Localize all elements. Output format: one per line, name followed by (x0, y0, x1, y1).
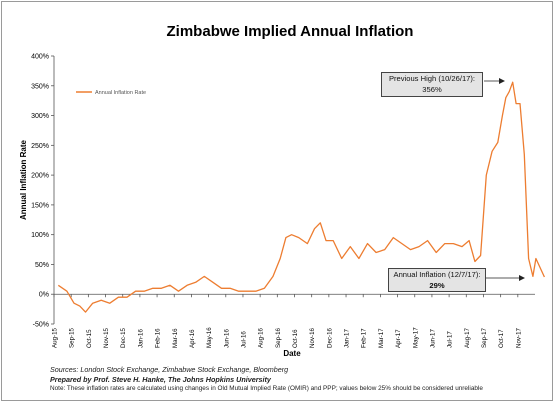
chart-title: Zimbabwe Implied Annual Inflation (167, 23, 414, 40)
x-tick-label: Sep-16 (275, 327, 282, 348)
previous-high-callout: Previous High (10/26/17): 356% (381, 72, 483, 97)
sources-line-1: Sources: London Stock Exchange, Zimbabwe… (50, 365, 289, 374)
y-tick-label: 0% (39, 292, 49, 299)
current-inflation-callout: Annual Inflation (12/7/17): 29% (388, 268, 486, 292)
x-tick-label: Jun-17 (429, 329, 436, 348)
x-tick-label: Apr-16 (189, 329, 196, 348)
x-tick-label: Aug-17 (464, 327, 471, 348)
legend-label: Annual Inflation Rate (95, 90, 146, 96)
y-tick-label: 400% (31, 54, 49, 61)
x-tick-label: Dec-15 (120, 327, 127, 348)
x-tick-label: Jun-16 (223, 329, 230, 348)
x-tick-label: Sep-17 (481, 327, 488, 348)
x-tick-label: Aug-16 (258, 327, 265, 348)
x-tick-label: Dec-16 (326, 327, 333, 348)
y-tick-label: 300% (31, 113, 49, 120)
y-tick-label: 100% (31, 232, 49, 239)
x-tick-label: Feb-16 (155, 328, 162, 348)
current-inflation-label: Annual Inflation (12/7/17): (393, 270, 481, 279)
y-axis-label: Annual Inflation Rate (19, 139, 28, 220)
series-line (57, 81, 545, 313)
x-tick-label: Mar-16 (172, 328, 179, 348)
x-tick-label: Aug-15 (52, 327, 59, 348)
y-tick-label: 250% (31, 143, 49, 150)
x-tick-label: Jul-17 (447, 331, 454, 348)
x-tick-label: Jan-16 (137, 329, 144, 348)
x-tick-label: Jan-17 (344, 329, 351, 348)
x-tick-label: Feb-17 (361, 328, 368, 348)
x-tick-label: May-17 (412, 327, 419, 348)
x-tick-label: Oct-15 (86, 329, 93, 348)
sources-line-2: Prepared by Prof. Steve H. Hanke, The Jo… (50, 375, 271, 384)
y-tick-label: 150% (31, 202, 49, 209)
x-tick-label: Nov-16 (309, 327, 316, 348)
x-tick-label: Nov-17 (515, 327, 522, 348)
y-tick-label: 200% (31, 173, 49, 180)
x-axis-label: Date (283, 349, 301, 358)
x-tick-label: May-16 (206, 327, 213, 348)
sources-line-3: Note: These inflation rates are calculat… (50, 385, 483, 392)
high-arrowhead (499, 78, 505, 84)
y-tick-label: 50% (35, 262, 49, 269)
current-arrowhead (519, 275, 525, 281)
legend: Annual Inflation Rate (76, 90, 146, 96)
x-tick-label: Sep-15 (69, 327, 76, 348)
y-tick-label: -50% (33, 322, 49, 329)
x-tick-label: Oct-17 (498, 329, 505, 348)
x-tick-label: Jul-16 (240, 331, 247, 348)
plot-area: -50% 0% 50% 100% 150% 200% 250% 300% 350% 400% Aug… (31, 54, 545, 348)
x-tick-label: Mar-17 (378, 328, 385, 348)
y-tick-label: 350% (31, 83, 49, 90)
x-tick-label: Apr-17 (395, 329, 402, 348)
x-tick-label: Nov-15 (103, 327, 110, 348)
previous-high-value: 356% (422, 85, 442, 94)
x-tick-label: Oct-16 (292, 329, 299, 348)
previous-high-label: Previous High (10/26/17): (388, 74, 476, 83)
current-inflation-value: 29% (429, 281, 445, 290)
callout-arrows (484, 78, 525, 281)
